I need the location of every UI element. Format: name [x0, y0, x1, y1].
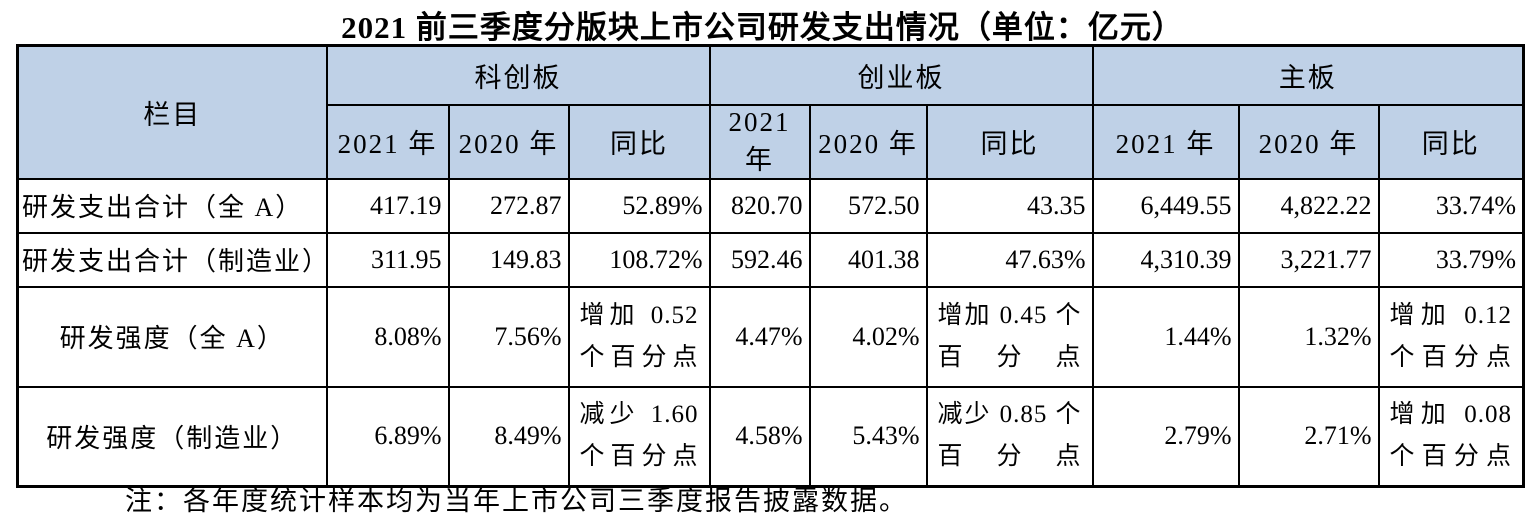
footnote: 注：各年度统计样本均为当年上市公司三季度报告披露数据。: [125, 486, 908, 516]
table-cell: 6.89%: [325, 385, 450, 488]
table-cell: 增加 0.52 个百分点: [567, 285, 711, 388]
subheader-star-2021: 2021 年: [325, 103, 450, 180]
table-cell: 311.95: [325, 231, 450, 288]
row-label-rd-intensity-manufacturing: 研发强度（制造业）: [16, 385, 328, 488]
table-cell: 6,449.55: [1091, 177, 1240, 234]
table-cell: 增加 0.45 个 百分点: [925, 285, 1094, 388]
table-cell: 4.58%: [708, 385, 811, 488]
table-cell: 4,822.22: [1237, 177, 1380, 234]
table-cell: 8.08%: [325, 285, 450, 388]
table-cell: 43.35: [925, 177, 1094, 234]
subheader-star-yoy: 同比: [567, 103, 711, 180]
table-row: 研发支出合计（全 A） 417.19 272.87 52.89% 820.70 …: [16, 177, 1525, 234]
subheader-main-2021: 2021 年: [1091, 103, 1240, 180]
row-label-rd-expenditure-manufacturing: 研发支出合计（制造业）: [16, 231, 328, 288]
page-title: 2021 前三季度分版块上市公司研发支出情况（单位：亿元）: [341, 10, 1184, 45]
corner-header-category: 栏目: [16, 44, 328, 180]
table-cell: 增加 0.12 个百分点: [1377, 285, 1525, 388]
table-cell: 1.32%: [1237, 285, 1380, 388]
table-cell: 401.38: [808, 231, 928, 288]
table-cell: 592.46: [708, 231, 811, 288]
table-row: 研发强度（全 A） 8.08% 7.56% 增加 0.52 个百分点 4.47%…: [16, 285, 1525, 388]
subheader-chinext-yoy: 同比: [925, 103, 1094, 180]
table-cell: 33.79%: [1377, 231, 1525, 288]
table-cell: 5.43%: [808, 385, 928, 488]
subheader-chinext-2021: 2021 年: [708, 103, 811, 180]
table-cell: 272.87: [447, 177, 570, 234]
table-cell: 4.02%: [808, 285, 928, 388]
table-cell: 417.19: [325, 177, 450, 234]
table-cell: 3,221.77: [1237, 231, 1380, 288]
table-cell: 增加 0.08 个百分点: [1377, 385, 1525, 488]
table-cell: 2.79%: [1091, 385, 1240, 488]
table-cell: 减少 0.85 个 百分点: [925, 385, 1094, 488]
table-cell: 33.74%: [1377, 177, 1525, 234]
group-header-main-board: 主板: [1091, 44, 1525, 106]
table-cell: 7.56%: [447, 285, 570, 388]
subheader-star-2020: 2020 年: [447, 103, 570, 180]
row-label-rd-expenditure-all-a: 研发支出合计（全 A）: [16, 177, 328, 234]
table-cell: 108.72%: [567, 231, 711, 288]
table-cell: 8.49%: [447, 385, 570, 488]
group-header-chinext: 创业板: [708, 44, 1094, 106]
row-label-rd-intensity-all-a: 研发强度（全 A）: [16, 285, 328, 388]
table-cell: 4.47%: [708, 285, 811, 388]
table-cell: 4,310.39: [1091, 231, 1240, 288]
subheader-chinext-2020: 2020 年: [808, 103, 928, 180]
table-cell: 47.63%: [925, 231, 1094, 288]
subheader-main-2020: 2020 年: [1237, 103, 1380, 180]
table-cell: 572.50: [808, 177, 928, 234]
table-cell: 减少 1.60 个百分点: [567, 385, 711, 488]
table-cell: 820.70: [708, 177, 811, 234]
table-cell: 2.71%: [1237, 385, 1380, 488]
table-row: 研发强度（制造业） 6.89% 8.49% 减少 1.60 个百分点 4.58%…: [16, 385, 1525, 488]
table-cell: 149.83: [447, 231, 570, 288]
table-cell: 1.44%: [1091, 285, 1240, 388]
table-row: 研发支出合计（制造业） 311.95 149.83 108.72% 592.46…: [16, 231, 1525, 288]
table-cell: 52.89%: [567, 177, 711, 234]
subheader-main-yoy: 同比: [1377, 103, 1525, 180]
group-header-star-market: 科创板: [325, 44, 711, 106]
rd-spending-table: 栏目 科创板 创业板 主板 2021 年 2020 年 同比 2021 年 20…: [16, 44, 1525, 488]
